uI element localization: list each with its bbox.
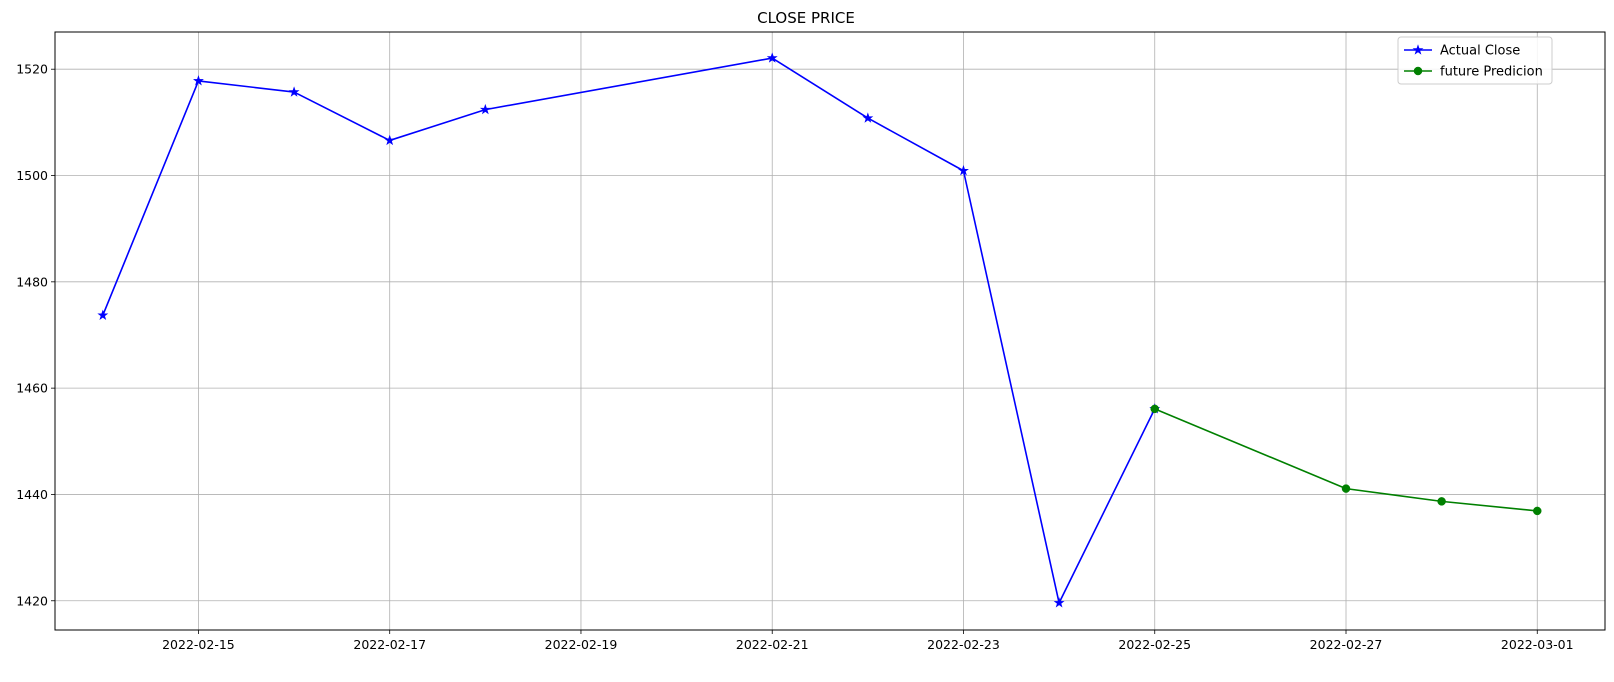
legend-marker-sample xyxy=(1413,66,1423,76)
axes: 1420 1440 1460 1480 1500 1520 2022-02-15 2022-0… xyxy=(16,62,1573,652)
y-tick-label: 1520 xyxy=(16,62,48,77)
legend-marker-sample xyxy=(1412,44,1424,55)
data-point-marker xyxy=(192,75,204,86)
y-tick-label: 1500 xyxy=(16,168,48,183)
series-line xyxy=(102,57,1156,604)
series-line xyxy=(1154,408,1538,512)
y-tick-label: 1480 xyxy=(16,274,48,289)
grid-lines xyxy=(55,32,1605,630)
x-tick-label: 2022-02-15 xyxy=(162,637,235,652)
legend: Actual Close future Predicion xyxy=(1397,36,1553,85)
y-tick-label: 1420 xyxy=(16,593,48,608)
data-series xyxy=(97,52,1542,608)
data-point-marker xyxy=(384,134,396,146)
y-tick-label: 1460 xyxy=(16,381,48,396)
data-point-marker xyxy=(288,86,300,97)
x-tick-label: 2022-03-01 xyxy=(1501,637,1574,652)
chart-title: CLOSE PRICE xyxy=(757,9,855,27)
data-point-marker xyxy=(1150,404,1159,414)
data-point-marker xyxy=(862,112,874,123)
data-point-marker xyxy=(958,165,969,176)
x-tick-label: 2022-02-27 xyxy=(1310,637,1383,652)
x-tick-label: 2022-02-19 xyxy=(545,637,618,652)
y-tick-label: 1440 xyxy=(16,487,48,502)
legend-label: future Predicion xyxy=(1440,65,1543,80)
legend-label: Actual Close xyxy=(1440,44,1520,59)
legend-box xyxy=(1397,36,1553,85)
data-point-marker xyxy=(1437,497,1446,506)
plot-frame xyxy=(54,31,1606,631)
data-point-marker xyxy=(97,309,109,320)
x-tick-label: 2022-02-21 xyxy=(736,637,809,652)
data-point-marker xyxy=(1053,597,1065,608)
x-tick-label: 2022-02-17 xyxy=(353,637,426,652)
data-point-marker xyxy=(1341,484,1351,493)
data-point-marker xyxy=(766,52,778,63)
series-actual-close xyxy=(97,52,1161,608)
data-point-marker xyxy=(479,103,491,115)
x-tick-label: 2022-02-23 xyxy=(927,637,1000,652)
data-point-marker xyxy=(1533,506,1542,516)
x-tick-label: 2022-02-25 xyxy=(1118,637,1191,652)
series-future-prediction xyxy=(1150,404,1542,516)
